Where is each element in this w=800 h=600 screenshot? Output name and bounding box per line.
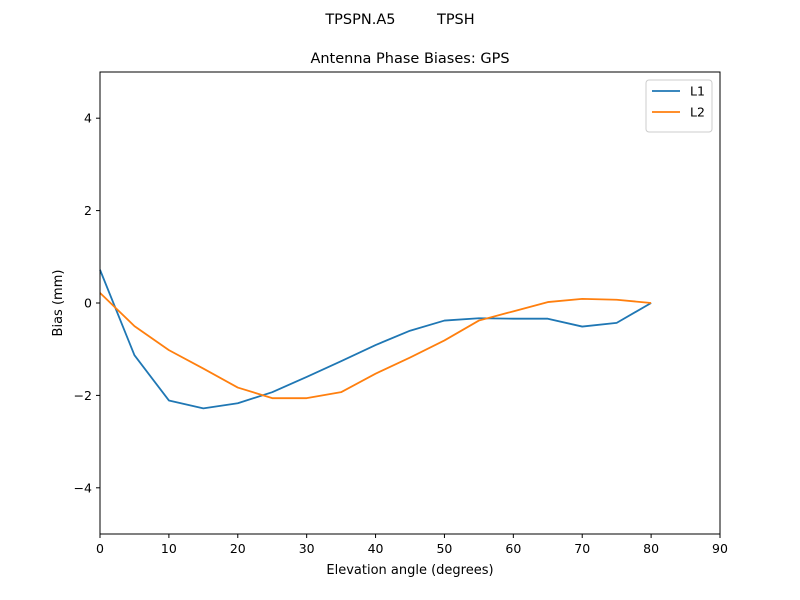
y-tick-label: 2	[84, 203, 92, 218]
x-tick-label: 30	[299, 541, 315, 556]
x-tick-label: 50	[436, 541, 452, 556]
axes-frame	[99, 71, 721, 535]
x-axis: 0 10 20 30 40 50 60 70 80 90	[96, 534, 728, 556]
y-axis: −4 −2 0 2 4	[74, 111, 100, 495]
x-tick-label: 90	[712, 541, 728, 556]
y-tick-label: 0	[84, 296, 92, 311]
legend-label-l1: L1	[690, 84, 705, 99]
x-tick-label: 80	[643, 541, 659, 556]
y-tick-label: −4	[74, 480, 92, 495]
x-tick-label: 20	[230, 541, 246, 556]
y-axis-label: Bias (mm)	[51, 270, 66, 337]
x-tick-label: 70	[574, 541, 590, 556]
y-tick-label: −2	[74, 388, 92, 403]
series-lines	[99, 269, 652, 410]
y-tick-label: 4	[84, 111, 92, 126]
legend-label-l2: L2	[690, 105, 705, 120]
legend-box	[645, 79, 713, 133]
x-axis-label: Elevation angle (degrees)	[326, 563, 493, 578]
chart-title: Antenna Phase Biases: GPS	[310, 51, 509, 67]
series-line-l2	[99, 292, 652, 400]
x-tick-label: 0	[96, 541, 104, 556]
x-tick-label: 60	[505, 541, 521, 556]
figure-suptitle: TPSPN.A5 TPSH	[324, 12, 474, 28]
series-line-l1	[99, 269, 652, 410]
x-tick-label: 40	[368, 541, 384, 556]
x-tick-label: 10	[161, 541, 177, 556]
